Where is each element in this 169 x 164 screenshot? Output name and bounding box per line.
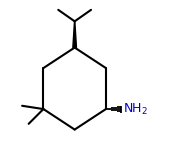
Text: NH$_2$: NH$_2$ [123, 102, 148, 117]
Polygon shape [73, 21, 76, 48]
